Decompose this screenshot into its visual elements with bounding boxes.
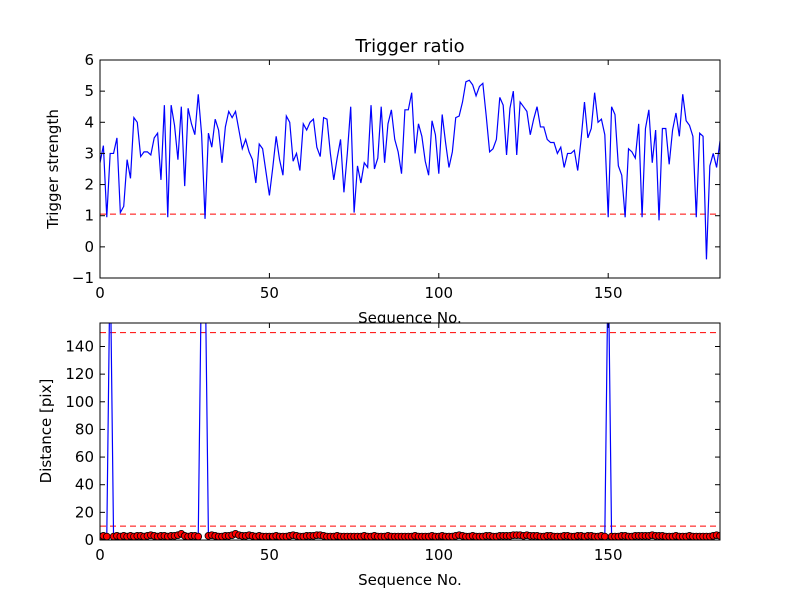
distance-y-tick-label: 80 xyxy=(75,420,94,438)
trigger-x-tick-label: 150 xyxy=(594,284,623,302)
trigger-y-axis-label: Trigger strength xyxy=(44,109,62,230)
trigger-y-tick-label: −1 xyxy=(72,269,94,287)
trigger-x-ticks: 0 50 100 150 xyxy=(95,60,623,302)
distance-plot-area xyxy=(100,323,720,540)
trigger-y-tick-label: 0 xyxy=(84,238,94,256)
distance-y-tick-label: 140 xyxy=(65,337,94,355)
trigger-y-tick-label: 6 xyxy=(84,51,94,69)
distance-y-tick-label: 100 xyxy=(65,393,94,411)
distance-data-point xyxy=(727,532,734,539)
distance-y-tick-label: 40 xyxy=(75,476,94,494)
trigger-y-tick-label: 3 xyxy=(84,144,94,162)
distance-x-tick-label: 100 xyxy=(424,546,453,564)
distance-threshold-layer xyxy=(100,332,720,527)
trigger-y-ticks: −1 0 1 2 3 4 5 6 xyxy=(72,51,720,287)
trigger-y-tick-label: 5 xyxy=(84,82,94,100)
distance-x-tick-label: 150 xyxy=(594,546,623,564)
distance-y-tick-label: 0 xyxy=(84,531,94,549)
distance-y-ticks: 0 20 40 60 80 100 120 140 xyxy=(65,337,720,549)
distance-y-tick-label: 120 xyxy=(65,365,94,383)
trigger-x-tick-label: 0 xyxy=(95,284,105,302)
trigger-y-tick-label: 4 xyxy=(84,113,94,131)
trigger-x-tick-label: 50 xyxy=(260,284,279,302)
distance-data-point xyxy=(194,532,203,540)
distance-y-tick-label: 20 xyxy=(75,503,94,521)
distance-x-ticks: 0 50 100 150 xyxy=(95,323,623,564)
distance-y-tick-label: 60 xyxy=(75,448,94,466)
distance-y-axis-label: Distance [pix] xyxy=(37,379,55,484)
trigger-series-layer xyxy=(100,79,720,260)
trigger-x-tick-label: 100 xyxy=(424,284,453,302)
trigger-y-tick-label: 1 xyxy=(84,207,94,225)
distance-x-tick-label: 0 xyxy=(95,546,105,564)
trigger-series-line xyxy=(100,79,720,260)
distance-plot-frame xyxy=(99,322,721,541)
trigger-plot-frame xyxy=(99,59,721,279)
trigger-y-tick-label: 2 xyxy=(84,176,94,194)
distance-x-axis-label: Sequence No. xyxy=(358,571,462,589)
distance-axes: 0 50 100 150 0 20 40 60 80 100 120 140 Sequence No… xyxy=(37,322,734,589)
trigger-chart-title: Trigger ratio xyxy=(354,36,464,57)
distance-data-point xyxy=(723,532,730,539)
distance-data-point xyxy=(601,532,609,540)
distance-data-point xyxy=(102,532,111,540)
distance-data-point xyxy=(719,534,720,539)
distance-markers-layer xyxy=(100,529,734,540)
distance-x-tick-label: 50 xyxy=(260,546,279,564)
